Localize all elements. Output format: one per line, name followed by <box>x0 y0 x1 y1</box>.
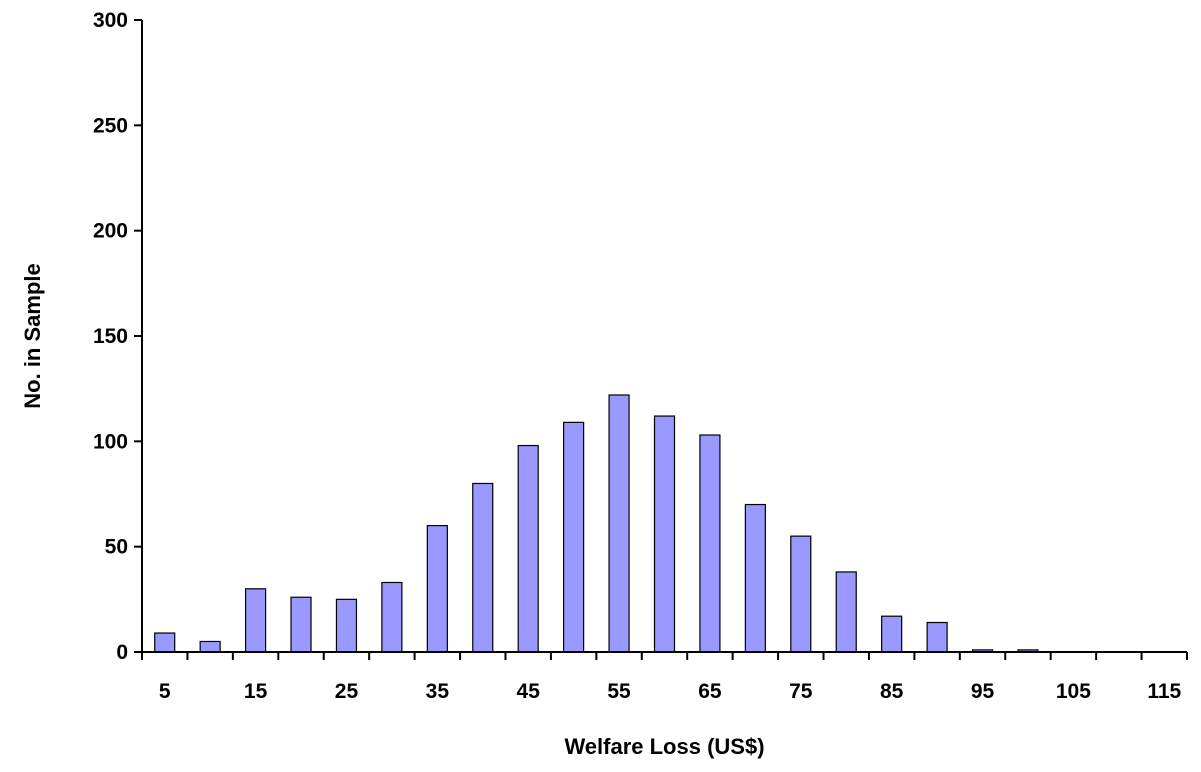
bar-35 <box>426 524 448 653</box>
bar-30 <box>381 581 403 653</box>
bar-70 <box>744 503 766 653</box>
bars-layer <box>154 394 1039 653</box>
x-tick-label-5: 5 <box>159 680 171 703</box>
bar-85 <box>881 615 903 653</box>
y-axis-title: No. in Sample <box>20 263 45 408</box>
x-tick-label-105: 105 <box>1056 680 1091 703</box>
x-tick-label-45: 45 <box>517 680 541 703</box>
bar-45 <box>517 444 539 653</box>
y-tick-label-300: 300 <box>93 9 128 32</box>
bar-50 <box>563 421 585 653</box>
x-tick-label-25: 25 <box>335 680 359 703</box>
y-ticks-layer: 0 50 100 150 200 250 300 <box>93 9 142 664</box>
y-tick-label-250: 250 <box>93 114 128 137</box>
x-tick-label-95: 95 <box>971 680 995 703</box>
bar-60 <box>653 415 676 653</box>
bar-10 <box>199 640 221 653</box>
y-tick-label-200: 200 <box>93 220 128 243</box>
bar-80 <box>835 571 857 653</box>
x-tick-label-85: 85 <box>880 680 904 703</box>
x-tick-label-55: 55 <box>607 680 631 703</box>
y-tick-label-100: 100 <box>93 430 128 453</box>
bar-15 <box>244 588 267 653</box>
x-tick-label-35: 35 <box>426 680 450 703</box>
bar-25 <box>335 598 358 653</box>
bar-5 <box>154 632 176 653</box>
bar-55 <box>608 394 630 653</box>
bar-20 <box>290 596 312 653</box>
y-tick-label-0: 0 <box>116 641 128 664</box>
x-tick-label-15: 15 <box>244 680 268 703</box>
x-ticks-layer: 5 15 25 35 45 55 65 75 85 95 105 115 <box>141 652 1188 703</box>
bar-75 <box>790 535 812 653</box>
y-tick-label-150: 150 <box>93 325 128 348</box>
bar-90 <box>926 621 948 653</box>
x-tick-label-65: 65 <box>698 680 722 703</box>
x-tick-label-75: 75 <box>789 680 813 703</box>
bar-65 <box>699 434 721 653</box>
y-tick-label-50: 50 <box>105 536 128 559</box>
x-axis-title: Welfare Loss (US$) <box>564 734 764 759</box>
bar-40 <box>472 482 494 653</box>
x-tick-label-115: 115 <box>1147 680 1181 703</box>
